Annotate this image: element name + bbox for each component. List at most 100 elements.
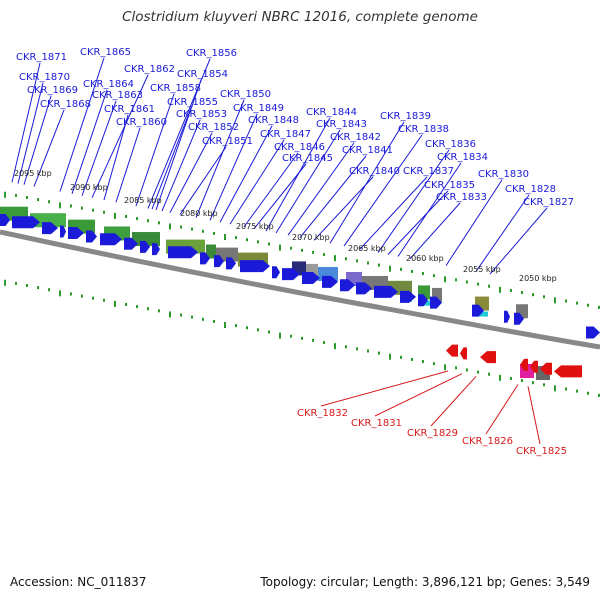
outer-tick [466, 280, 468, 284]
inner-tick [268, 330, 270, 334]
gene-label-ckr_1847: CKR_1847 [260, 129, 311, 140]
outer-tick [169, 223, 171, 230]
leader-line [161, 119, 201, 212]
leader-line [299, 155, 367, 238]
outer-tick [279, 244, 281, 251]
label-leader-lines [11, 57, 548, 445]
leader-line [275, 129, 341, 234]
forward-gene-arrow [0, 214, 10, 226]
leader-line [135, 93, 175, 207]
outer-tick [565, 299, 567, 303]
reverse-gene-arrow [540, 362, 552, 375]
inner-tick [136, 305, 138, 309]
forward-gene-arrow [340, 279, 355, 292]
leader-line [265, 117, 331, 232]
inner-tick [345, 345, 347, 349]
inner-tick [202, 317, 204, 321]
gene-label-ckr_1849: CKR_1849 [233, 103, 284, 114]
outer-tick [301, 248, 303, 252]
leader-line [377, 149, 450, 253]
kbp-label: 2060 kbp [406, 254, 444, 263]
inner-tick [356, 347, 358, 351]
leader-line [243, 152, 299, 228]
leader-line [329, 121, 405, 244]
forward-gene-arrow [302, 271, 320, 284]
gene-label-ckr_1860: CKR_1860 [116, 117, 167, 128]
outer-tick [114, 212, 116, 219]
leader-line [91, 74, 149, 198]
forward-gene-arrow [86, 230, 97, 243]
outer-tick [455, 278, 457, 282]
outer-tick [576, 301, 578, 305]
annotation-block [476, 311, 488, 317]
outer-tick [224, 234, 226, 241]
forward-gene-arrow [418, 294, 428, 307]
forward-gene-arrow [42, 222, 58, 235]
leader-line [387, 190, 449, 255]
leader-line [287, 142, 355, 236]
gene-label-ckr_1851: CKR_1851 [202, 136, 253, 147]
inner-tick [169, 311, 171, 318]
kbp-label: 2085 kbp [124, 196, 162, 205]
gene-label-ckr_1835: CKR_1835 [424, 180, 475, 191]
leader-line [445, 179, 503, 266]
outer-tick [543, 295, 545, 299]
inner-tick [598, 393, 600, 397]
forward-gene-arrow [322, 275, 338, 288]
annotation-block [132, 232, 160, 247]
forward-gene-arrow [124, 237, 138, 250]
gene-label-ckr_1869: CKR_1869 [27, 85, 78, 96]
outer-tick [235, 236, 237, 240]
outer-tick [444, 276, 446, 283]
kbp-label: 2070 kbp [292, 233, 330, 242]
inner-tick [323, 341, 325, 345]
inner-tick [565, 387, 567, 391]
gene-label-ckr_1837: CKR_1837 [403, 166, 454, 177]
outer-tick [521, 291, 523, 295]
gene-label-ckr_1846: CKR_1846 [274, 142, 325, 153]
outer-tick [202, 229, 204, 233]
inner-tick [257, 328, 259, 332]
kbp-label: 2075 kbp [236, 222, 274, 231]
inner-tick [532, 381, 534, 385]
outer-tick [411, 269, 413, 273]
gene-label-ckr_1850: CKR_1850 [220, 89, 271, 100]
inner-tick [224, 322, 226, 329]
gene-label-ckr_1831: CKR_1831 [351, 418, 402, 429]
inner-tick [521, 379, 523, 383]
outer-tick [598, 305, 600, 309]
outer-tick [37, 198, 39, 202]
inner-tick [312, 338, 314, 342]
gene-label-ckr_1841: CKR_1841 [342, 145, 393, 156]
gene-label-ckr_1833: CKR_1833 [436, 192, 487, 203]
gene-label-ckr_1829: CKR_1829 [407, 428, 458, 439]
gene-label-ckr_1848: CKR_1848 [248, 115, 299, 126]
inner-tick [191, 315, 193, 319]
genome-info-label: Topology: circular; Length: 3,896,121 bp… [260, 575, 590, 589]
gene-label-ckr_1838: CKR_1838 [398, 124, 449, 135]
outer-tick [356, 259, 358, 263]
gene-label-ckr_1871: CKR_1871 [16, 52, 67, 63]
outer-tick [290, 246, 292, 250]
outer-tick [532, 293, 534, 297]
outer-tick [389, 265, 391, 272]
reverse-gene-arrow [554, 365, 582, 378]
outer-tick [103, 210, 105, 214]
leader-line [179, 146, 227, 215]
outer-tick [81, 206, 83, 210]
genome-backbone [0, 229, 600, 350]
inner-tick [422, 360, 424, 364]
inner-tick [290, 334, 292, 338]
forward-gene-arrow [356, 282, 372, 295]
inner-tick [279, 332, 281, 339]
leader-line [229, 139, 285, 225]
gene-label-ckr_1868: CKR_1868 [40, 99, 91, 110]
inner-tick [125, 303, 127, 307]
outer-tick [136, 217, 138, 221]
forward-gene-arrow [430, 296, 442, 309]
gene-label-ckr_1862: CKR_1862 [124, 64, 175, 75]
inner-tick [499, 374, 501, 381]
annotation-block [30, 213, 66, 228]
gene-label-ckr_1828: CKR_1828 [505, 184, 556, 195]
